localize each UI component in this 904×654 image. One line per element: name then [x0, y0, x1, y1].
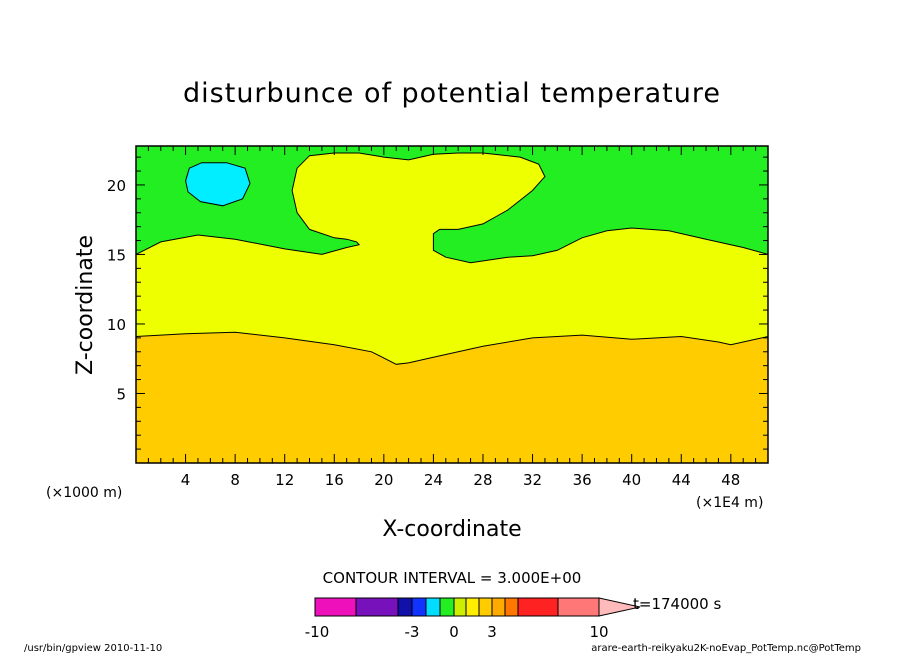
colorbar-segment	[411, 597, 427, 617]
colorbar-segment	[439, 597, 455, 617]
time-label: t=174000 s	[633, 595, 721, 613]
contour-interval-label: CONTOUR INTERVAL = 3.000E+00	[323, 569, 582, 587]
x-tick-label: 48	[721, 471, 740, 489]
x-axis-label: X-coordinate	[382, 517, 521, 542]
y-tick-label: 10	[107, 316, 126, 334]
x-tick-label: 32	[523, 471, 542, 489]
colorbar	[314, 597, 641, 617]
x-tick-label: 4	[181, 471, 191, 489]
x-unit-right: (×1E4 m)	[696, 495, 763, 511]
y-tick-label: 20	[107, 177, 126, 195]
colorbar-segment	[517, 597, 559, 617]
colorbar-segment	[491, 597, 506, 617]
colorbar-segment	[314, 597, 357, 617]
x-tick-label: 20	[374, 471, 393, 489]
x-tick-label: 12	[275, 471, 294, 489]
plot-frame	[135, 145, 769, 464]
y-axis-label: Z-coordinate	[73, 235, 98, 375]
x-tick-label: 8	[230, 471, 240, 489]
y-axis-ticks: 5 10 15 20	[107, 156, 768, 450]
footer-left: /usr/bin/gpview 2010-11-10	[24, 643, 162, 654]
colorbar-tick-labels: -10 -3 0 3 10	[305, 623, 609, 641]
colorbar-segment	[425, 597, 441, 617]
colorbar-tick-label: 0	[449, 623, 459, 641]
colorbar-tick-label: 3	[487, 623, 497, 641]
colorbar-segment	[453, 597, 467, 617]
colorbar-segment	[397, 597, 413, 617]
chart-title: disturbunce of potential temperature	[183, 78, 721, 109]
colorbar-segment	[355, 597, 399, 617]
x-tick-label: 24	[424, 471, 443, 489]
y-tick-label: 5	[116, 385, 126, 403]
colorbar-extend-arrow	[598, 597, 641, 617]
x-tick-label: 36	[573, 471, 592, 489]
colorbar-segment	[465, 597, 480, 617]
colorbar-segment	[504, 597, 519, 617]
x-tick-label: 16	[325, 471, 344, 489]
footer-right: arare-earth-reikyaku2K-noEvap_PotTemp.nc…	[591, 643, 861, 654]
colorbar-segment	[478, 597, 493, 617]
colorbar-tick-label: -3	[405, 623, 420, 641]
y-tick-label: 15	[107, 246, 126, 264]
x-tick-label: 28	[473, 471, 492, 489]
x-tick-label: 40	[622, 471, 641, 489]
x-unit-left: (×1000 m)	[46, 485, 122, 501]
colorbar-tick-label: -10	[305, 623, 330, 641]
region-cyan	[185, 162, 251, 207]
colorbar-tick-label: 10	[589, 623, 608, 641]
x-axis-ticks: 4 8 12 16 20 24 28 32 36 40 44 48	[147, 146, 757, 489]
x-tick-label: 44	[672, 471, 691, 489]
colorbar-segment	[557, 597, 600, 617]
